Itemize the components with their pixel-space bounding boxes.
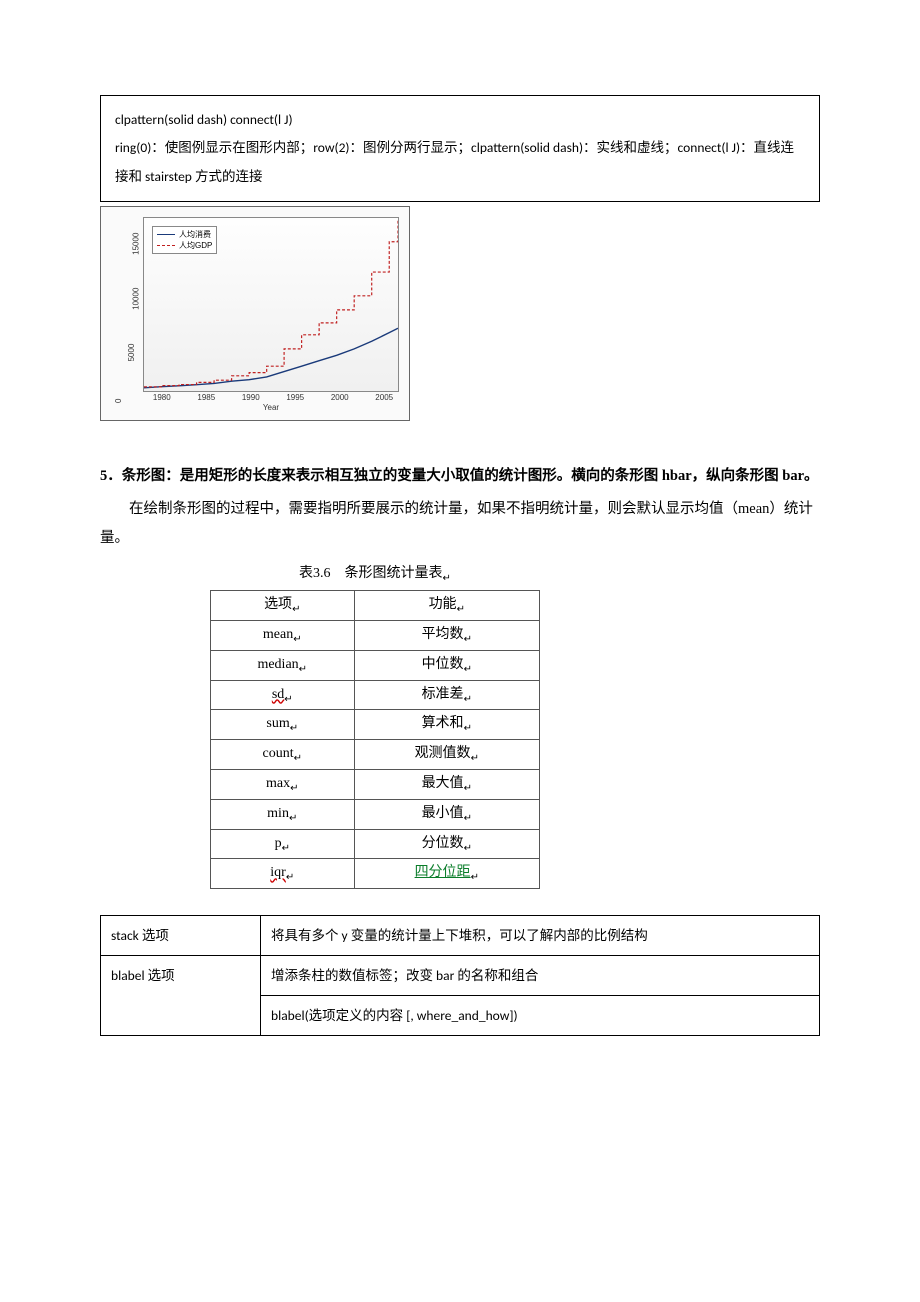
stat-col-0: 选项↵ (211, 591, 355, 621)
chart-xtick: 1995 (286, 390, 304, 405)
opt-val: 增添条柱的数值标签；改变 bar 的名称和组合 (261, 956, 820, 996)
code-line-1: clpattern(solid dash) connect(l J) (115, 106, 805, 134)
stat-cell-option: sd↵ (211, 680, 355, 710)
section-5-heading: 5．条形图：是用矩形的长度来表示相互独立的变量大小取值的统计图形。横向的条形图 … (100, 461, 820, 491)
opt-val: blabel(选项定义的内容 [, where_and_how]) (261, 996, 820, 1036)
chart-xtick: 1980 (153, 390, 171, 405)
chart-ytick: 15000 (129, 233, 144, 255)
table-row: mean↵平均数↵ (211, 621, 540, 651)
stat-cell-option: iqr↵ (211, 859, 355, 889)
stat-col-1: 功能↵ (354, 591, 539, 621)
stat-cell-option: count↵ (211, 740, 355, 770)
section-5-paragraph: 在绘制条形图的过程中，需要指明所要展示的统计量，如果不指明统计量，则会默认显示均… (100, 495, 820, 553)
stat-cell-func: 标准差↵ (354, 680, 539, 710)
stat-cell-option: sum↵ (211, 710, 355, 740)
stat-cell-func: 算术和↵ (354, 710, 539, 740)
stat-cell-func: 分位数↵ (354, 829, 539, 859)
stat-cell-func: 平均数↵ (354, 621, 539, 651)
stat-cell-func: 观测值数↵ (354, 740, 539, 770)
stat-cell-option: median↵ (211, 650, 355, 680)
stat-table-caption: 表3.6 条形图统计量表↵ (210, 561, 540, 588)
table-row: min↵最小值↵ (211, 799, 540, 829)
chart-xlabel: Year (263, 400, 279, 415)
table-row: blabel 选项增添条柱的数值标签；改变 bar 的名称和组合 (101, 956, 820, 996)
table-row: sum↵算术和↵ (211, 710, 540, 740)
table-row: count↵观测值数↵ (211, 740, 540, 770)
stat-cell-option: mean↵ (211, 621, 355, 651)
opt-val: 将具有多个 y 变量的统计量上下堆积，可以了解内部的比例结构 (261, 916, 820, 956)
table-row: stack 选项将具有多个 y 变量的统计量上下堆积，可以了解内部的比例结构 (101, 916, 820, 956)
table-row: iqr↵四分位距↵ (211, 859, 540, 889)
options-table: stack 选项将具有多个 y 变量的统计量上下堆积，可以了解内部的比例结构bl… (100, 915, 820, 1036)
stat-cell-func: 最大值↵ (354, 770, 539, 800)
stat-cell-func: 最小值↵ (354, 799, 539, 829)
table-row: sd↵标准差↵ (211, 680, 540, 710)
stat-cell-option: p↵ (211, 829, 355, 859)
code-explanation-box: clpattern(solid dash) connect(l J) ring(… (100, 95, 820, 202)
opt-key: stack 选项 (101, 916, 261, 956)
table-row: median↵中位数↵ (211, 650, 540, 680)
stat-cell-option: max↵ (211, 770, 355, 800)
stat-table-wrap: 表3.6 条形图统计量表↵ 选项↵ 功能↵ mean↵平均数↵median↵中位… (210, 561, 540, 889)
stat-table: 选项↵ 功能↵ mean↵平均数↵median↵中位数↵sd↵标准差↵sum↵算… (210, 590, 540, 889)
chart-xtick: 1990 (242, 390, 260, 405)
chart-ytick: 0 (111, 399, 126, 403)
chart-svg (144, 218, 398, 391)
chart-plot-area: 人均消费 人均GDP Year 198019851990199520002005… (143, 217, 399, 392)
chart-ytick: 5000 (124, 343, 139, 361)
line-chart: 人均消费 人均GDP Year 198019851990199520002005… (100, 206, 410, 421)
stat-cell-func: 中位数↵ (354, 650, 539, 680)
table-row: p↵分位数↵ (211, 829, 540, 859)
chart-xtick: 2000 (331, 390, 349, 405)
chart-ytick: 10000 (129, 288, 144, 310)
stat-table-header-row: 选项↵ 功能↵ (211, 591, 540, 621)
opt-key: blabel 选项 (101, 956, 261, 1036)
stat-cell-option: min↵ (211, 799, 355, 829)
table-row: max↵最大值↵ (211, 770, 540, 800)
code-line-2: ring(0)：使图例显示在图形内部；row(2)：图例分两行显示；clpatt… (115, 134, 805, 191)
chart-xtick: 2005 (375, 390, 393, 405)
stat-cell-func: 四分位距↵ (354, 859, 539, 889)
chart-xtick: 1985 (197, 390, 215, 405)
